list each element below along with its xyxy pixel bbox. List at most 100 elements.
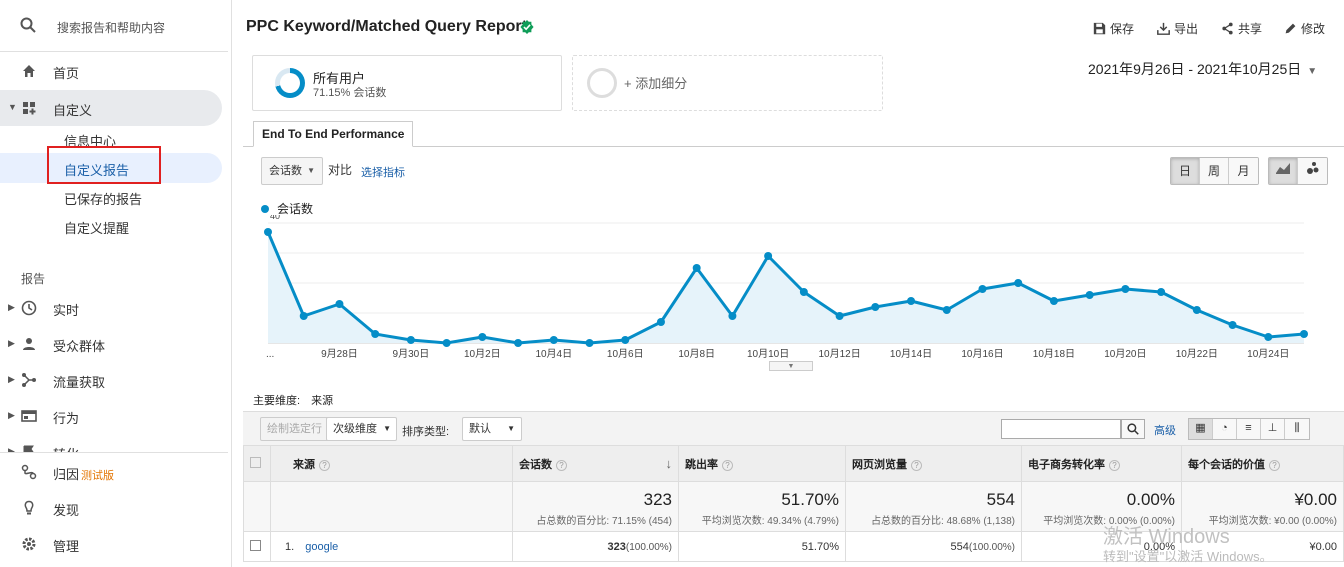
help-icon[interactable]: ? (1109, 459, 1120, 471)
chart-legend: 会话数 (261, 200, 313, 217)
date-range-picker[interactable]: 2021年9月26日 - 2021年10月25日 ▼ (1088, 59, 1317, 79)
table-view-group: ▦ ◔ ≡ ⊥ ⫼ (1188, 418, 1310, 440)
data-point (835, 312, 844, 320)
share-button[interactable]: 共享 (1221, 20, 1262, 37)
data-point (1049, 297, 1058, 305)
chevron-down-icon: ▼ (307, 166, 315, 175)
save-button[interactable]: 保存 (1093, 20, 1134, 37)
series-area (268, 232, 1304, 343)
data-point (907, 297, 916, 305)
line-chart-button[interactable] (1269, 158, 1298, 184)
sidebar-item-discover[interactable]: 发现 (0, 490, 228, 526)
sidebar-item-label: 首页 (53, 66, 80, 81)
x-tick-label: 10月22日 (1176, 348, 1218, 360)
day-button[interactable]: 日 (1171, 158, 1200, 184)
x-tick-label: 10月24日 (1247, 348, 1289, 360)
pie-view-button[interactable]: ◔ (1213, 419, 1237, 439)
caret-right-icon: ▶ (8, 410, 15, 420)
row-checkbox[interactable] (250, 539, 261, 551)
sidebar-item-admin[interactable]: 管理 (0, 526, 228, 562)
sidebar-item-acquisition[interactable]: ▶ 流量获取 (0, 362, 228, 398)
add-segment[interactable]: + 添加细分 (572, 55, 883, 111)
week-button[interactable]: 周 (1200, 158, 1229, 184)
acquisition-icon (22, 373, 36, 387)
main-content: PPC Keyword/Matched Query Report 保存 导出 共… (243, 0, 1344, 567)
help-icon[interactable]: ? (556, 459, 567, 471)
sidebar-search[interactable]: 搜索报告和帮助内容 (0, 0, 228, 52)
summary-big: 0.00% (1126, 490, 1175, 509)
sort-type-select[interactable]: 默认 ▼ (462, 417, 522, 441)
sidebar-item-behavior[interactable]: ▶ 行为 (0, 398, 228, 434)
sidebar-sub-custom-alerts[interactable]: 自定义提醒 (64, 221, 130, 236)
tab-end-to-end[interactable]: End To End Performance (253, 121, 414, 147)
table-view-button[interactable]: ▦ (1189, 419, 1213, 439)
header-checkbox[interactable] (250, 456, 261, 468)
sessions-chart: 4020...9月28日9月30日10月2日10月4日10月6日10月8日10月… (264, 215, 1308, 360)
pivot-view-button[interactable]: ⫼ (1285, 419, 1309, 439)
caret-right-icon: ▶ (8, 374, 15, 384)
help-icon[interactable]: ? (319, 459, 330, 471)
row-bounce: 51.70% (678, 531, 846, 562)
help-icon[interactable]: ? (911, 459, 922, 471)
row-checkbox-cell (243, 531, 271, 562)
col-sessions[interactable]: 会话数? ↓ (512, 445, 679, 482)
row-index: 1. (285, 540, 295, 553)
metric-select[interactable]: 会话数 ▼ (261, 157, 323, 185)
col-bounce[interactable]: 跳出率? (678, 445, 846, 482)
row-pageviews: 554(100.00%) (845, 531, 1022, 562)
col-conversion[interactable]: 电子商务转化率? (1021, 445, 1182, 482)
sidebar-item-audience[interactable]: ▶ 受众群体 (0, 326, 228, 362)
x-tick-label: 10月6日 (607, 348, 644, 360)
sidebar-sub-saved-reports[interactable]: 已保存的报告 (64, 192, 143, 207)
col-pageviews[interactable]: 网页浏览量? (845, 445, 1022, 482)
table-search-input[interactable] (1001, 419, 1121, 439)
data-point (728, 312, 737, 320)
lightbulb-icon (24, 500, 34, 515)
sidebar-item-home[interactable]: 首页 (0, 53, 228, 89)
summary-pageviews: 554 占总数的百分比: 48.68% (1,138) (845, 481, 1022, 532)
sidebar-item-conversions[interactable]: ▶ 转化 (0, 434, 228, 452)
bars-icon: ≡ (1245, 422, 1252, 434)
beta-badge: 测试版 (81, 470, 115, 482)
col-source[interactable]: 来源? (270, 445, 513, 482)
caret-right-icon: ▶ (8, 446, 15, 452)
comparison-view-button[interactable]: ⊥ (1261, 419, 1285, 439)
sort-down-arrow-icon: ↓ (665, 455, 673, 471)
row-conversion: 0.00% (1021, 531, 1182, 562)
motion-chart-button[interactable] (1298, 158, 1327, 184)
caret-right-icon: ▶ (8, 302, 15, 312)
help-icon[interactable]: ? (722, 459, 733, 471)
data-point (1157, 288, 1166, 296)
secondary-dimension-select[interactable]: 次级维度 ▼ (326, 417, 397, 441)
table-search-button[interactable] (1121, 419, 1145, 439)
legend-dot (261, 205, 269, 213)
primary-dim-value[interactable]: 来源 (311, 395, 334, 407)
x-tick-label: 9月28日 (321, 348, 358, 360)
segment-all-users[interactable]: 所有用户 71.15% 会话数 (252, 55, 562, 111)
edit-label: 修改 (1301, 22, 1326, 36)
x-tick-label: 10月20日 (1104, 348, 1146, 360)
pencil-icon (1285, 23, 1296, 34)
edit-button[interactable]: 修改 (1284, 20, 1325, 37)
sidebar-item-realtime[interactable]: ▶ 实时 (0, 290, 228, 326)
segment-ring-hole (280, 73, 300, 93)
plot-rows-button[interactable]: 绘制选定行 (260, 417, 329, 441)
sidebar-sub-dashboard[interactable]: 信息中心 (64, 134, 117, 149)
help-icon[interactable]: ? (1269, 459, 1280, 471)
export-button[interactable]: 导出 (1157, 20, 1198, 37)
data-point (942, 306, 951, 314)
sidebar-sub-custom-reports[interactable]: 自定义报告 (64, 163, 130, 178)
chart-resize-handle[interactable]: ▼ (769, 361, 813, 371)
select-metric-link[interactable]: 选择指标 (361, 167, 405, 179)
month-button[interactable]: 月 (1229, 158, 1258, 184)
gear-icon (22, 537, 36, 551)
sidebar-item-custom[interactable]: ▼ 自定义 (0, 90, 222, 126)
data-point (264, 228, 272, 236)
col-value[interactable]: 每个会话的价值? (1181, 445, 1344, 482)
row-source-link[interactable]: google (305, 540, 339, 553)
performance-view-button[interactable]: ≡ (1237, 419, 1261, 439)
advanced-filter-link[interactable]: 高级 (1154, 425, 1176, 437)
sidebar-item-attribution[interactable]: 归因 测试版 (0, 454, 228, 490)
x-tick-label: 10月10日 (747, 348, 789, 360)
chart-type-group (1268, 157, 1328, 185)
